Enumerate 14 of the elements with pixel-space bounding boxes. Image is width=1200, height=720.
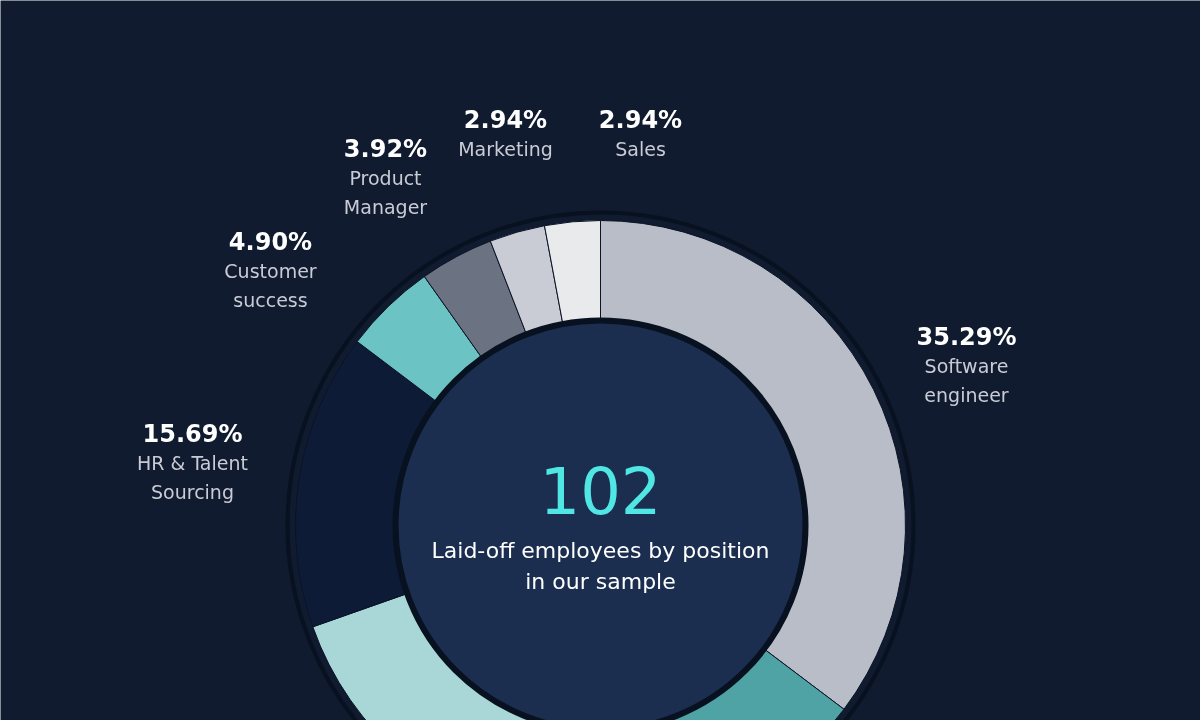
data-label: 35.29%	[916, 322, 1017, 351]
data-label: 2.94%	[598, 105, 683, 134]
slice-label: Marketing	[458, 137, 553, 160]
slice-label: Software engineer	[924, 354, 1009, 406]
text: Laid-off employees by position in our sample	[431, 538, 770, 594]
data-label: 15.69%	[142, 419, 243, 448]
text: 102	[539, 454, 662, 529]
slice-label: Customer success	[224, 259, 317, 311]
data-label: 4.90%	[228, 227, 313, 256]
data-label: 2.94%	[463, 105, 548, 134]
slice-label: Sales	[615, 137, 666, 160]
data-label: 3.92%	[343, 134, 428, 163]
slice-label: HR & Talent Sourcing	[137, 451, 248, 503]
slice-label: Product Manager	[343, 166, 428, 218]
